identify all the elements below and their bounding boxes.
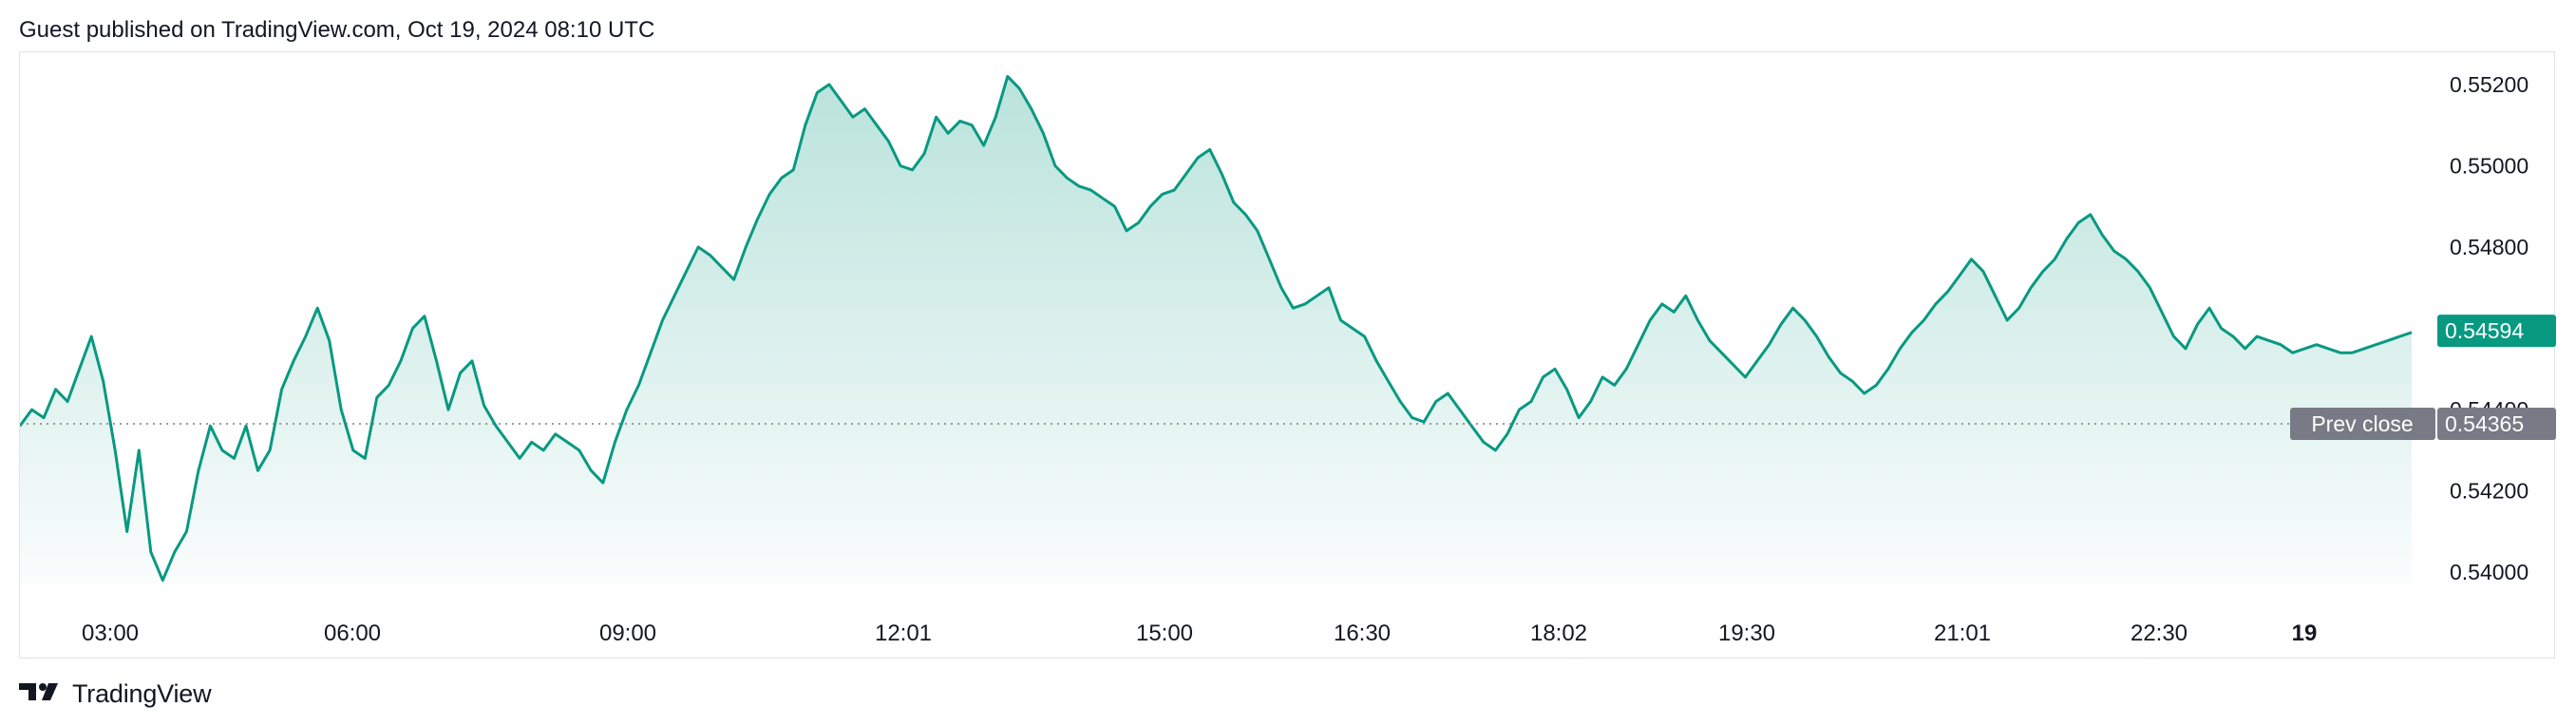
x-tick-label: 18:02 [1530,621,1587,646]
y-tick-label: 0.54800 [2450,235,2529,259]
x-tick-label: 12:01 [875,621,932,646]
last-price-label [2437,315,2556,348]
tradingview-brand: TradingView [72,678,212,708]
chart-area[interactable]: 0.540000.542000.544000.548000.550000.552… [19,51,2556,659]
x-tick-label: 21:01 [1934,621,1991,646]
y-tick-label: 0.55200 [2450,72,2529,97]
y-tick-label: 0.54000 [2450,560,2529,584]
price-area-fill [20,76,2412,584]
price-line [20,74,2413,583]
y-tick-label: 0.55000 [2450,153,2529,178]
tradingview-logo-icon [19,681,63,707]
x-tick-label: 19 [2292,621,2318,646]
x-tick-label: 09:00 [599,621,656,646]
prev-close-text: Prev close [2311,411,2413,436]
prev-close-badge [2290,408,2435,441]
prev-close-value-badge [2437,408,2556,441]
x-tick-label: 15:00 [1136,621,1193,646]
last-price-value: 0.54594 [2445,318,2524,343]
x-tick-label: 19:30 [1718,621,1775,646]
publish-caption: Guest published on TradingView.com, Oct … [19,17,655,43]
x-tick-label: 16:30 [1334,621,1391,646]
price-chart[interactable]: 0.540000.542000.544000.548000.550000.552… [20,52,2556,659]
x-tick-label: 22:30 [2131,621,2188,646]
tradingview-footer[interactable]: TradingView [19,677,212,711]
prev-close-value: 0.54365 [2445,411,2524,436]
x-tick-label: 06:00 [324,621,381,646]
x-tick-label: 03:00 [82,621,139,646]
y-tick-label: 0.54200 [2450,479,2529,504]
